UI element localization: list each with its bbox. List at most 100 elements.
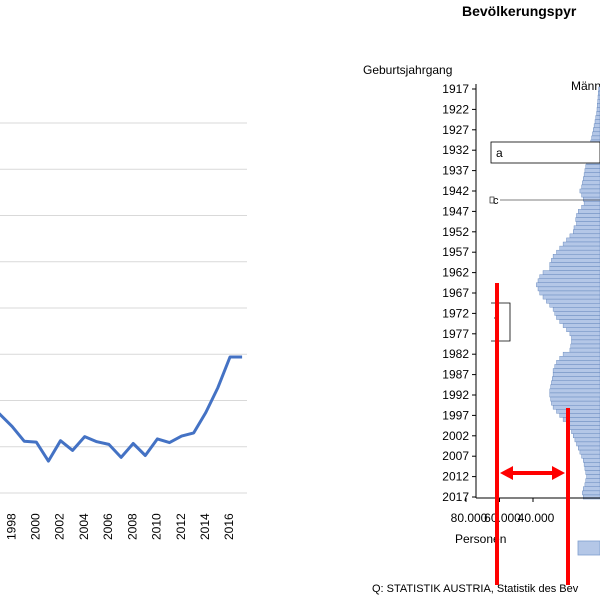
x-tick-label: 2008 <box>125 513 139 540</box>
pyramid-bar <box>537 286 600 292</box>
x-tick-label: 2016 <box>222 513 236 540</box>
pyramid-bar <box>581 184 600 190</box>
svg-text:c: c <box>493 195 499 207</box>
pyramid-bar <box>549 388 600 394</box>
pyramid-bar <box>571 339 600 345</box>
x-tick-label: 2014 <box>198 513 212 540</box>
pyramid-bar <box>550 396 600 402</box>
pyramid-bar <box>584 466 600 471</box>
year-tick-label: 1957 <box>442 245 469 259</box>
pyramid-bar <box>574 437 600 443</box>
x-tick-label: 2002 <box>53 513 67 540</box>
pyramid-bars <box>536 86 600 500</box>
pyramid-bar <box>554 311 600 316</box>
annotation-box-e <box>491 302 511 342</box>
pyramid-bar <box>571 429 600 434</box>
pyramid-bar <box>573 433 600 439</box>
source-note: Q: STATISTIK AUSTRIA, Statistik des Bev <box>372 583 579 595</box>
x-tick-label: 2012 <box>174 513 188 540</box>
line-chart-grid <box>0 122 247 448</box>
pyramid-bar <box>583 462 600 467</box>
pyramid-bar <box>593 127 600 133</box>
pyramid-bar <box>579 449 600 455</box>
x-tick-label: 2010 <box>150 513 164 540</box>
pyramid-bar <box>586 474 600 479</box>
pyramid-bar <box>585 164 600 169</box>
pyramid-bar <box>539 290 600 296</box>
year-tick-label: 1932 <box>442 143 469 157</box>
year-tick-label: 2012 <box>442 470 469 484</box>
pyramid-bar <box>578 445 600 451</box>
pyramid-bar <box>552 254 600 259</box>
pyramid-bar <box>566 421 600 426</box>
x-tick-label: 60.000 <box>484 511 521 525</box>
pyramid-bar <box>549 262 600 267</box>
year-tick-label: 1982 <box>442 347 469 361</box>
year-tick-label: 2017 <box>442 490 469 504</box>
pyramid-bar <box>566 327 600 332</box>
x-tick-label: 1998 <box>4 513 18 540</box>
pyramid-bar <box>546 298 600 304</box>
pyramid-bar <box>562 323 600 328</box>
pyramid-bar <box>552 307 600 312</box>
pyramid-bar <box>542 294 600 300</box>
pyramid-series-label: Männ <box>571 79 600 93</box>
annotation-c: c <box>489 195 600 207</box>
pyramid-bar <box>581 192 600 198</box>
pyramid-bar <box>583 200 600 206</box>
pyramid-bar <box>539 274 600 279</box>
pyramid-bar <box>549 303 600 308</box>
pyramid-y-axis-label: Geburtsjahrgang <box>363 63 452 77</box>
pyramid-bar <box>571 335 600 341</box>
year-tick-label: 1917 <box>442 82 469 96</box>
x-tick-label: 40.000 <box>518 511 555 525</box>
pyramid-bar <box>537 278 600 284</box>
pyramid-bar <box>595 115 600 120</box>
line-chart-x-tick-labels: 1998 2000 2002 2004 2006 2008 2010 2012 2014 2016 <box>4 513 236 540</box>
pyramid-bar <box>566 237 600 243</box>
pyramid-bar <box>552 368 600 373</box>
pyramid-bar <box>554 364 600 369</box>
pyramid-bar <box>583 176 600 182</box>
pyramid-bar <box>550 384 600 390</box>
pyramid-bar <box>582 490 600 496</box>
year-tick-label: 1947 <box>442 204 469 218</box>
pyramid-title: Bevölkerungspyr <box>462 3 577 19</box>
pyramid-bar <box>552 405 600 410</box>
x-tick-label: 2004 <box>77 513 91 540</box>
pyramid-bar <box>592 131 600 137</box>
pyramid-bar <box>549 392 600 398</box>
pyramid-bar <box>576 213 600 218</box>
pyramid-bar <box>559 319 600 324</box>
pyramid-bar <box>559 413 600 418</box>
pyramid-bar <box>552 376 600 381</box>
pyramid-bar <box>562 351 600 357</box>
pyramid-bar <box>556 360 600 365</box>
pyramid-bar <box>569 331 600 337</box>
pyramid-bar <box>573 225 600 230</box>
pyramid-bar <box>536 282 600 288</box>
year-tick-label: 1972 <box>442 306 469 320</box>
x-tick-label: 2006 <box>101 513 115 540</box>
year-tick-label: 1997 <box>442 408 469 422</box>
annotation-a: a <box>490 141 600 164</box>
pyramid-bar <box>551 258 600 263</box>
pyramid-bar <box>596 111 600 116</box>
year-tick-label: 1987 <box>442 368 469 382</box>
red-marker <box>495 283 570 585</box>
pyramid-bar <box>569 347 600 353</box>
x-tick-label: 80.000 <box>451 511 488 525</box>
year-tick-label: 1962 <box>442 266 469 280</box>
pyramid-bar <box>559 245 600 251</box>
svg-text:a: a <box>496 146 503 160</box>
pyramid-bar <box>569 233 600 239</box>
line-chart: 1998 2000 2002 2004 2006 2008 2010 2012 2014 2016 <box>0 122 247 540</box>
year-tick-label: 1992 <box>442 388 469 402</box>
pyramid-bar <box>583 172 600 177</box>
pyramid-bar <box>581 453 600 459</box>
x-tick-label: 2000 <box>28 513 42 540</box>
pyramid-bar <box>556 315 600 320</box>
year-tick-label: 1927 <box>442 123 469 137</box>
